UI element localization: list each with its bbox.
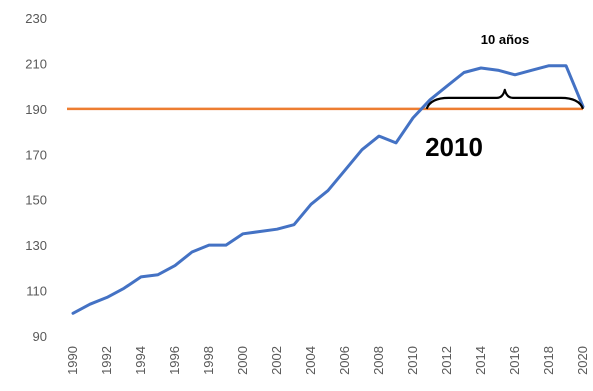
x-tick-label: 1992 — [99, 346, 114, 375]
period-annotation: 10 años — [481, 32, 529, 47]
y-tick-label: 170 — [25, 147, 47, 162]
x-tick-label: 1994 — [133, 346, 148, 375]
x-tick-label: 2008 — [371, 346, 386, 375]
x-tick-label: 1996 — [167, 346, 182, 375]
x-tick-label: 1998 — [201, 346, 216, 375]
y-tick-label: 230 — [25, 11, 47, 26]
y-axis-tick-labels: 230 210 190 170 150 130 110 90 — [25, 11, 47, 344]
y-tick-label: 110 — [26, 284, 47, 299]
y-tick-label: 150 — [25, 193, 47, 208]
x-tick-label: 2010 — [405, 346, 420, 375]
x-tick-label: 2000 — [235, 346, 250, 375]
x-tick-label: 2012 — [439, 346, 454, 375]
x-tick-label: 2006 — [337, 346, 352, 375]
curly-brace — [425, 88, 585, 110]
x-tick-label: 2014 — [473, 346, 488, 375]
x-tick-label: 2016 — [507, 346, 522, 375]
x-tick-label: 1990 — [65, 346, 80, 375]
x-tick-label: 2020 — [575, 346, 590, 375]
x-tick-label: 2002 — [269, 346, 284, 375]
y-tick-label: 210 — [25, 56, 47, 71]
x-tick-label: 2004 — [303, 346, 318, 375]
y-tick-label: 90 — [33, 329, 47, 344]
year-annotation: 2010 — [425, 132, 483, 162]
x-tick-label: 2018 — [541, 346, 556, 375]
y-tick-label: 190 — [25, 102, 47, 117]
x-axis-tick-labels: 1990 1992 1994 1996 1998 2000 2002 2004 2006 2008… — [65, 346, 590, 375]
y-tick-label: 130 — [25, 238, 47, 253]
series-line — [71, 64, 585, 315]
